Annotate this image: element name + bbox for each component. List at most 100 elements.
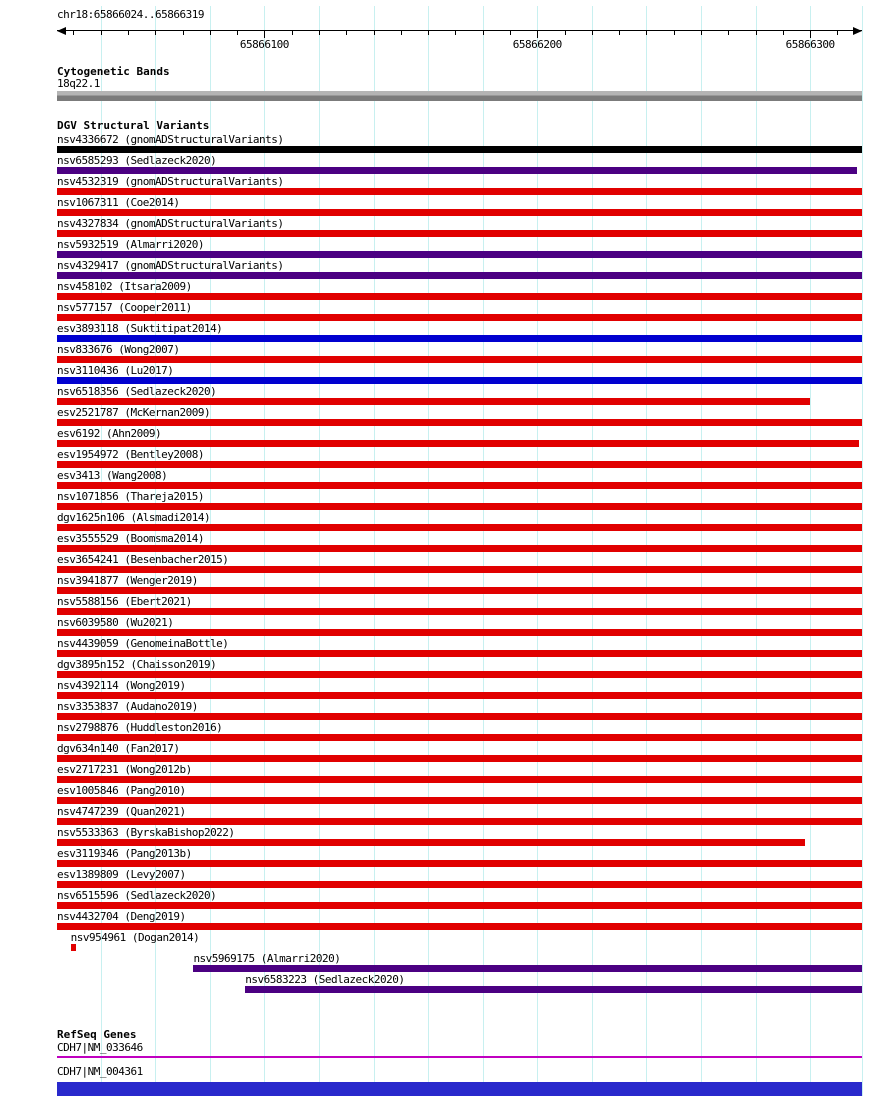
variant-label[interactable]: nsv6585293 (Sedlazeck2020) (57, 154, 217, 167)
variant-label[interactable]: esv3119346 (Pang2013b) (57, 847, 192, 860)
variant-bar[interactable] (57, 860, 862, 867)
variant-bar[interactable] (57, 293, 862, 300)
ruler-tick-label: 65866200 (512, 38, 562, 51)
variant-label[interactable]: nsv3941877 (Wenger2019) (57, 574, 198, 587)
variant-bar[interactable] (57, 419, 862, 426)
variant-label[interactable]: esv1954972 (Bentley2008) (57, 448, 204, 461)
variant-label[interactable]: nsv5932519 (Almarri2020) (57, 238, 204, 251)
variant-bar[interactable] (70, 944, 77, 951)
variant-bar[interactable] (57, 503, 862, 510)
variant-bar[interactable] (57, 335, 862, 342)
grid-line (862, 6, 863, 1096)
variant-bar[interactable] (193, 965, 862, 972)
variant-label[interactable]: nsv6515596 (Sedlazeck2020) (57, 889, 217, 902)
variant-bar[interactable] (57, 734, 862, 741)
variant-label[interactable]: dgv3895n152 (Chaisson2019) (57, 658, 217, 671)
variant-bar[interactable] (57, 839, 805, 846)
variant-bar[interactable] (57, 167, 857, 174)
variant-label[interactable]: nsv4432704 (Deng2019) (57, 910, 186, 923)
variant-bar[interactable] (57, 566, 862, 573)
variant-label[interactable]: nsv1071856 (Thareja2015) (57, 490, 204, 503)
variant-label[interactable]: dgv1625n106 (Alsmadi2014) (57, 511, 211, 524)
gene-label[interactable]: CDH7|NM_004361 (57, 1065, 143, 1078)
variant-label[interactable]: nsv3110436 (Lu2017) (57, 364, 174, 377)
variant-bar[interactable] (57, 608, 862, 615)
variant-bar[interactable] (57, 797, 862, 804)
ruler-baseline[interactable] (57, 30, 862, 31)
variant-bar[interactable] (57, 692, 862, 699)
ruler-tick (155, 30, 157, 35)
gene-exon-box[interactable] (57, 1082, 862, 1096)
variant-bar[interactable] (57, 881, 862, 888)
gene-intron-line[interactable] (57, 1056, 862, 1058)
ruler-tick (619, 30, 621, 35)
variant-label[interactable]: nsv5588156 (Ebert2021) (57, 595, 192, 608)
variant-bar[interactable] (57, 629, 862, 636)
variant-label[interactable]: nsv4336672 (gnomADStructuralVariants) (57, 133, 284, 146)
variant-label[interactable]: esv1005846 (Pang2010) (57, 784, 186, 797)
variant-label[interactable]: esv3654241 (Besenbacher2015) (57, 553, 229, 566)
ruler-right-arrow-icon[interactable] (853, 27, 862, 35)
variant-bar[interactable] (57, 440, 860, 447)
variant-bar[interactable] (57, 377, 862, 384)
variant-label[interactable]: nsv458102 (Itsara2009) (57, 280, 192, 293)
cytoband-bar[interactable] (57, 91, 862, 101)
variant-label[interactable]: nsv5969175 (Almarri2020) (193, 952, 341, 965)
variant-bar[interactable] (57, 356, 862, 363)
variant-label[interactable]: nsv833676 (Wong2007) (57, 343, 180, 356)
variant-label[interactable]: esv1389809 (Levy2007) (57, 868, 186, 881)
variant-label[interactable]: nsv4329417 (gnomADStructuralVariants) (57, 259, 284, 272)
variant-bar[interactable] (57, 398, 811, 405)
ruler-tick-major (810, 30, 812, 38)
variant-label[interactable]: nsv954961 (Dogan2014) (70, 931, 200, 944)
variant-bar[interactable] (57, 650, 862, 657)
variant-bar[interactable] (57, 482, 862, 489)
variant-bar[interactable] (57, 545, 862, 552)
variant-label[interactable]: nsv4747239 (Quan2021) (57, 805, 186, 818)
variant-bar[interactable] (57, 461, 862, 468)
variant-label[interactable]: esv6192 (Ahn2009) (57, 427, 162, 440)
variant-label[interactable]: nsv4532319 (gnomADStructuralVariants) (57, 175, 284, 188)
ruler-tick-major (264, 30, 266, 38)
variant-bar[interactable] (57, 776, 862, 783)
variant-bar[interactable] (57, 524, 862, 531)
variant-label[interactable]: nsv4439059 (GenomeinaBottle) (57, 637, 229, 650)
variant-label[interactable]: nsv577157 (Cooper2011) (57, 301, 192, 314)
variant-bar[interactable] (57, 146, 862, 153)
ruler-tick (428, 30, 430, 35)
variant-label[interactable]: nsv2798876 (Huddleston2016) (57, 721, 223, 734)
variant-label[interactable]: esv2521787 (McKernan2009) (57, 406, 211, 419)
variant-bar[interactable] (57, 188, 862, 195)
variant-label[interactable]: esv3413 (Wang2008) (57, 469, 168, 482)
variant-bar[interactable] (57, 755, 862, 762)
variant-label[interactable]: esv3555529 (Boomsma2014) (57, 532, 204, 545)
variant-label[interactable]: esv2717231 (Wong2012b) (57, 763, 192, 776)
variant-bar[interactable] (57, 209, 862, 216)
variant-bar[interactable] (57, 230, 862, 237)
ruler-left-arrow-icon[interactable] (57, 27, 66, 35)
variant-bar[interactable] (57, 713, 862, 720)
gene-label[interactable]: CDH7|NM_033646 (57, 1041, 143, 1054)
variant-bar[interactable] (57, 902, 862, 909)
variant-bar[interactable] (57, 251, 862, 258)
variant-bar[interactable] (57, 671, 862, 678)
variant-bar[interactable] (57, 272, 862, 279)
variant-label[interactable]: esv3893118 (Suktitipat2014) (57, 322, 223, 335)
ruler-tick (509, 30, 511, 35)
variant-label[interactable]: nsv6518356 (Sedlazeck2020) (57, 385, 217, 398)
ruler-tick (346, 30, 348, 35)
variant-bar[interactable] (57, 587, 862, 594)
variant-label[interactable]: dgv634n140 (Fan2017) (57, 742, 180, 755)
variant-label[interactable]: nsv5533363 (ByrskaBishop2022) (57, 826, 235, 839)
variant-label[interactable]: nsv6039580 (Wu2021) (57, 616, 174, 629)
variant-label[interactable]: nsv4327834 (gnomADStructuralVariants) (57, 217, 284, 230)
variant-label[interactable]: nsv3353837 (Audano2019) (57, 700, 198, 713)
variant-bar[interactable] (57, 923, 862, 930)
variant-label[interactable]: nsv1067311 (Coe2014) (57, 196, 180, 209)
variant-bar[interactable] (57, 818, 862, 825)
variant-bar[interactable] (57, 314, 862, 321)
variant-label[interactable]: nsv4392114 (Wong2019) (57, 679, 186, 692)
variant-bar[interactable] (245, 986, 862, 993)
variant-label[interactable]: nsv6583223 (Sedlazeck2020) (245, 973, 405, 986)
track-title-cytoband: Cytogenetic Bands (57, 65, 170, 78)
